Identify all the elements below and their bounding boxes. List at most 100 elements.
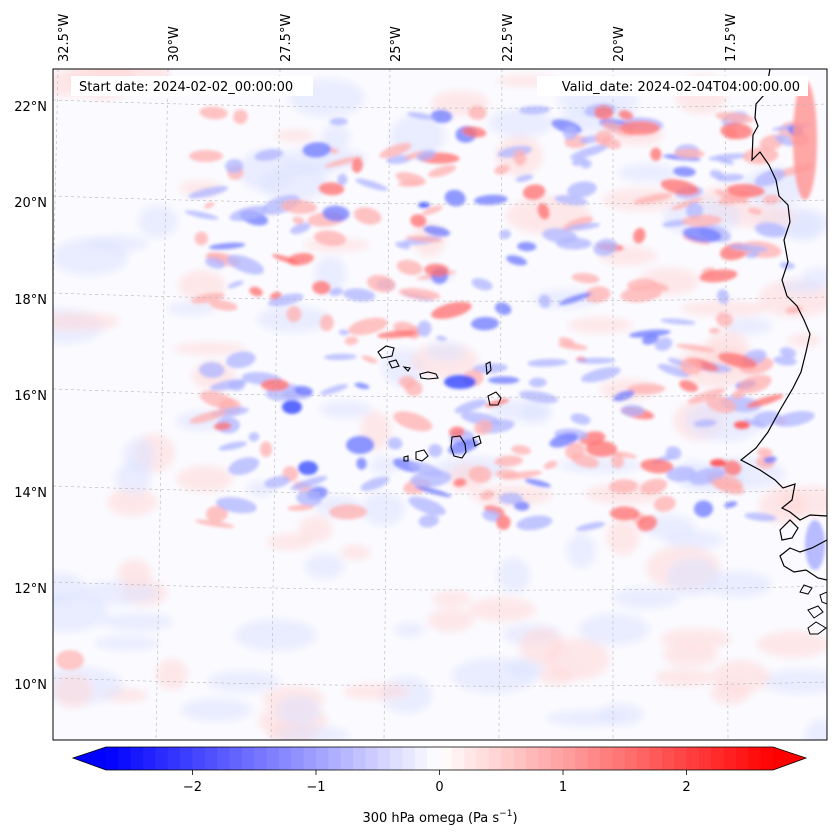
field-cell xyxy=(660,318,696,325)
field-cell xyxy=(428,443,443,458)
field-cell xyxy=(215,497,257,514)
field-cell xyxy=(224,159,244,174)
field-cell xyxy=(447,439,479,455)
field-patch xyxy=(566,533,597,569)
lon-gridline xyxy=(270,69,281,740)
field-cell xyxy=(344,336,359,346)
field-cell xyxy=(723,460,742,476)
field-feature xyxy=(261,379,289,391)
field-cell xyxy=(570,413,591,425)
field-cell xyxy=(611,451,637,459)
field-cell xyxy=(720,122,753,140)
field-cell xyxy=(435,335,447,341)
field-cell xyxy=(571,272,600,284)
field-cell xyxy=(468,105,487,120)
field-cell xyxy=(261,195,301,215)
lon-label: 32.5°W xyxy=(57,14,72,62)
field-patch xyxy=(304,553,345,580)
field-patch xyxy=(114,461,152,495)
field-cell xyxy=(189,150,223,163)
field-feature xyxy=(444,375,476,389)
field-cell xyxy=(302,142,331,158)
field-feature xyxy=(418,202,430,208)
colorbar-swatch xyxy=(563,747,576,770)
lon-gridline xyxy=(155,69,169,740)
guinea-coastline xyxy=(779,519,827,581)
field-cell xyxy=(515,174,534,182)
field-cell xyxy=(338,329,350,336)
field-cell xyxy=(448,426,465,438)
field-patch xyxy=(107,487,158,517)
field-cell xyxy=(732,389,745,400)
field-patch xyxy=(612,587,681,609)
colorbar-swatch xyxy=(439,747,453,770)
field-cell xyxy=(324,156,362,168)
longitude-labels: 32.5°W 30°W 27.5°W 25°W 22.5°W 20°W 17.5… xyxy=(57,14,739,62)
field-cell xyxy=(746,394,784,408)
field-cell xyxy=(387,437,403,450)
field-cell xyxy=(637,515,657,532)
field-cell xyxy=(718,352,757,369)
lon-gridline xyxy=(498,69,503,740)
field-patch xyxy=(360,492,406,526)
field-patch xyxy=(804,718,827,740)
colorbar-swatch xyxy=(414,747,428,770)
omega-field xyxy=(53,69,827,740)
field-cell xyxy=(620,404,645,417)
lat-label: 22°N xyxy=(14,100,47,115)
field-cell xyxy=(199,390,236,409)
field-patch xyxy=(369,456,400,475)
colorbar-tick-label: 1 xyxy=(559,780,567,795)
field-cell xyxy=(708,327,720,334)
coastlines xyxy=(377,69,827,635)
field-cell xyxy=(408,496,446,516)
field-feature xyxy=(298,461,318,475)
lon-label: 22.5°W xyxy=(501,14,516,62)
field-cell xyxy=(513,501,530,511)
field-cell xyxy=(410,214,427,228)
field-cell xyxy=(558,292,592,305)
field-cell xyxy=(558,337,575,346)
field-feature xyxy=(805,520,825,570)
field-cell xyxy=(184,210,219,220)
colorbar-swatch xyxy=(254,747,268,770)
field-cell xyxy=(716,173,745,182)
field-cell xyxy=(671,197,703,211)
field-cell xyxy=(620,285,663,303)
field-cell xyxy=(660,179,699,196)
colorbar-swatch xyxy=(587,747,601,770)
field-cell xyxy=(682,226,722,243)
field-cell xyxy=(290,222,311,235)
field-cell xyxy=(354,382,370,390)
field-cell xyxy=(482,509,502,522)
field-cell xyxy=(706,395,737,414)
colorbar-label: 300 hPa omega (Pa s−1) xyxy=(362,809,517,826)
field-patch xyxy=(53,312,121,331)
santa-luzia-island xyxy=(402,366,411,372)
field-patch xyxy=(666,557,720,597)
field-cell xyxy=(594,130,613,145)
field-cell xyxy=(471,316,499,331)
map-frame xyxy=(52,68,828,741)
field-cell xyxy=(205,257,226,269)
field-cell xyxy=(233,109,248,125)
field-cell xyxy=(673,166,696,177)
field-cell xyxy=(337,173,348,186)
colorbar-swatch xyxy=(143,747,157,770)
field-cell xyxy=(528,377,547,388)
field-patch xyxy=(425,342,466,362)
colorbar-tick-label: 2 xyxy=(682,780,690,795)
colorbar-swatch xyxy=(427,747,441,770)
field-cell xyxy=(674,148,705,159)
field-cell xyxy=(248,432,260,442)
sal-island xyxy=(485,361,492,376)
field-patch xyxy=(166,301,215,316)
field-sharp-layer xyxy=(56,80,825,670)
colorbar-swatch xyxy=(328,747,342,770)
field-cell xyxy=(473,194,508,206)
field-cell xyxy=(513,149,527,166)
lat-gridline xyxy=(53,388,827,398)
field-cell xyxy=(351,158,363,173)
field-patch xyxy=(172,342,247,355)
field-cell xyxy=(213,422,232,431)
